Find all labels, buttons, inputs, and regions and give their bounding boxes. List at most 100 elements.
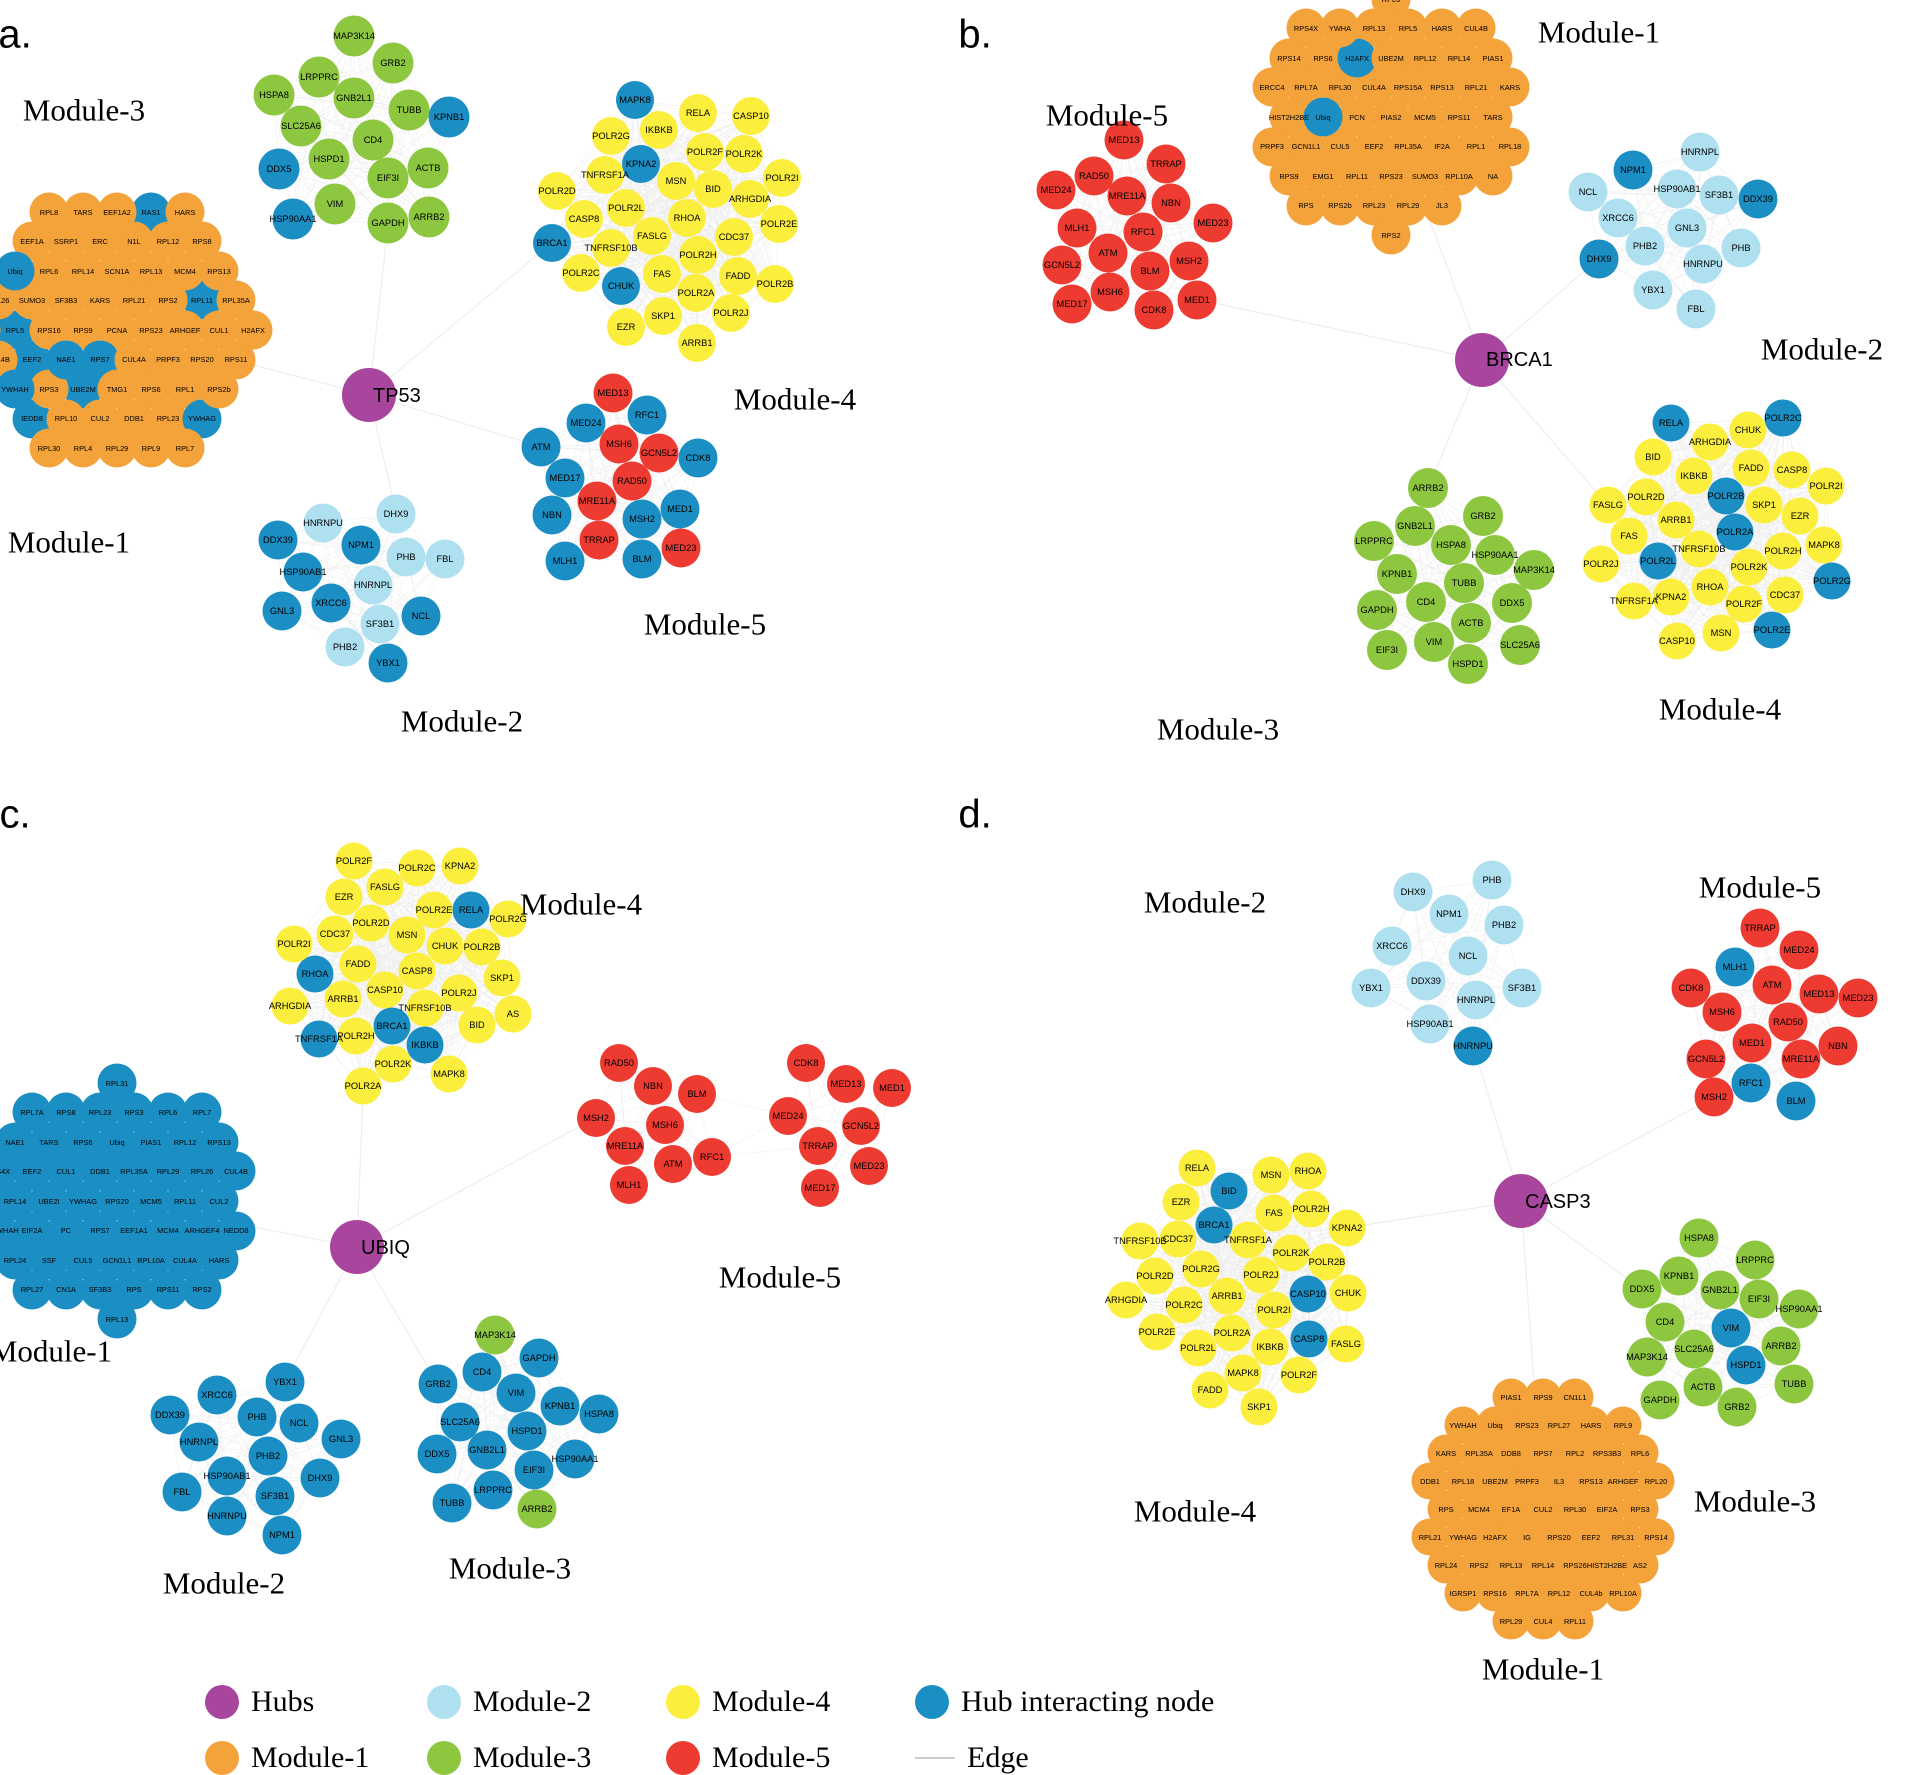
- svg-text:RPL13: RPL13: [140, 267, 163, 276]
- svg-text:RPL7A: RPL7A: [1294, 83, 1317, 92]
- svg-text:DHX9: DHX9: [1401, 887, 1426, 897]
- svg-text:HSPD1: HSPD1: [511, 1426, 542, 1436]
- svg-text:IG: IG: [1523, 1533, 1531, 1542]
- svg-text:Ubiq: Ubiq: [1487, 1421, 1502, 1430]
- svg-text:GAPDH: GAPDH: [1643, 1395, 1676, 1405]
- svg-text:ARHGDIA: ARHGDIA: [1689, 437, 1732, 447]
- svg-text:NPM1: NPM1: [348, 540, 374, 550]
- svg-text:POLR2I: POLR2I: [1257, 1305, 1290, 1315]
- svg-text:CDK8: CDK8: [1142, 305, 1167, 315]
- svg-text:MED17: MED17: [1056, 299, 1087, 309]
- svg-text:RHOA: RHOA: [1295, 1166, 1323, 1176]
- svg-text:MED13: MED13: [1108, 135, 1139, 145]
- svg-text:RPS2b: RPS2b: [1328, 201, 1351, 210]
- svg-text:EZR: EZR: [335, 892, 354, 902]
- svg-text:GRB2: GRB2: [380, 58, 405, 68]
- svg-text:RFC1: RFC1: [1131, 227, 1155, 237]
- svg-text:RPL6: RPL6: [159, 1108, 178, 1117]
- svg-text:DDB8: DDB8: [1501, 1449, 1521, 1458]
- svg-text:HARS: HARS: [1432, 24, 1453, 33]
- svg-text:PHB: PHB: [1731, 243, 1750, 253]
- svg-text:POLR2J: POLR2J: [1583, 559, 1618, 569]
- svg-text:GCN5L2: GCN5L2: [641, 448, 677, 458]
- svg-text:ARRB2: ARRB2: [1765, 1341, 1796, 1351]
- svg-text:SF3B1: SF3B1: [1705, 190, 1733, 200]
- svg-text:RPL7: RPL7: [193, 1108, 212, 1117]
- svg-text:CHUK: CHUK: [432, 941, 459, 951]
- svg-text:MED24: MED24: [570, 418, 601, 428]
- svg-text:KPNB1: KPNB1: [545, 1401, 576, 1411]
- svg-text:KPNA2: KPNA2: [626, 159, 657, 169]
- svg-text:MRE11A: MRE11A: [1109, 191, 1146, 201]
- svg-text:POLR2F: POLR2F: [687, 147, 723, 157]
- svg-text:BLM: BLM: [687, 1089, 706, 1099]
- svg-text:RPL2: RPL2: [1566, 1449, 1585, 1458]
- svg-text:RPL12: RPL12: [1548, 1589, 1571, 1598]
- svg-text:MRE11A: MRE11A: [579, 496, 616, 506]
- svg-text:MSN: MSN: [1261, 1170, 1282, 1180]
- svg-text:ATM: ATM: [1763, 980, 1782, 990]
- svg-text:ARRB2: ARRB2: [1412, 483, 1443, 493]
- svg-text:RAS1: RAS1: [141, 208, 160, 217]
- svg-text:PHB: PHB: [396, 552, 415, 562]
- svg-text:MED24: MED24: [1040, 185, 1071, 195]
- svg-text:BRCA1: BRCA1: [536, 238, 567, 248]
- svg-text:PHB: PHB: [1482, 875, 1501, 885]
- svg-text:MED1: MED1: [1739, 1038, 1765, 1048]
- svg-text:RPL7A: RPL7A: [20, 1108, 43, 1117]
- svg-text:DDX39: DDX39: [263, 535, 293, 545]
- svg-text:HSP90AA1: HSP90AA1: [269, 214, 316, 224]
- svg-text:DDB1: DDB1: [124, 414, 144, 423]
- svg-text:GCN5L2: GCN5L2: [1688, 1054, 1724, 1064]
- svg-text:RPL20: RPL20: [1645, 1477, 1668, 1486]
- svg-text:TNFRSF10B: TNFRSF10B: [1113, 1236, 1166, 1246]
- svg-text:ARRB2: ARRB2: [413, 212, 444, 222]
- svg-text:TARS: TARS: [73, 208, 92, 217]
- svg-text:KPNA2: KPNA2: [445, 861, 476, 871]
- svg-text:RPS23: RPS23: [1379, 172, 1402, 181]
- svg-text:YWHAH: YWHAH: [1, 385, 29, 394]
- svg-text:VIM: VIM: [508, 1388, 525, 1398]
- svg-text:MED17: MED17: [804, 1183, 835, 1193]
- svg-text:TMG1: TMG1: [107, 385, 128, 394]
- svg-text:EEF2: EEF2: [1365, 142, 1383, 151]
- svg-text:RPL14: RPL14: [4, 1197, 27, 1206]
- svg-text:CUL4B: CUL4B: [1464, 24, 1488, 33]
- svg-text:SLC25A6: SLC25A6: [1500, 640, 1540, 650]
- svg-text:POLR2B: POLR2B: [464, 942, 501, 952]
- svg-text:EEF1A2: EEF1A2: [103, 208, 131, 217]
- svg-text:RPL21: RPL21: [1419, 1533, 1442, 1542]
- svg-text:MCM5: MCM5: [1414, 113, 1436, 122]
- svg-text:CUL5: CUL5: [74, 1256, 93, 1265]
- svg-text:MAPK8: MAPK8: [619, 95, 651, 105]
- svg-text:ATM: ATM: [1099, 248, 1118, 258]
- svg-text:RPL23: RPL23: [1363, 201, 1386, 210]
- svg-text:YBX1: YBX1: [273, 1377, 297, 1387]
- svg-text:TNFRSF10B: TNFRSF10B: [398, 1003, 451, 1013]
- svg-text:MED13: MED13: [830, 1079, 861, 1089]
- svg-text:HIST2H2BE: HIST2H2BE: [1587, 1561, 1627, 1570]
- svg-text:BRCA1: BRCA1: [376, 1021, 407, 1031]
- svg-text:RFC1: RFC1: [1739, 1078, 1763, 1088]
- svg-text:CUL4B: CUL4B: [0, 355, 10, 364]
- svg-text:EEF2: EEF2: [23, 1167, 41, 1176]
- svg-text:PRPF3: PRPF3: [156, 355, 180, 364]
- svg-text:RPL24: RPL24: [1435, 1561, 1458, 1570]
- svg-text:RPS20: RPS20: [190, 355, 213, 364]
- svg-text:RPL31: RPL31: [106, 1079, 129, 1088]
- svg-text:POLR2H: POLR2H: [1764, 546, 1801, 556]
- svg-text:RPS2: RPS2: [1469, 1561, 1488, 1570]
- svg-text:HSP90AA1: HSP90AA1: [1775, 1304, 1822, 1314]
- svg-text:DDB1: DDB1: [1420, 1477, 1440, 1486]
- svg-text:ARRB1: ARRB1: [327, 994, 358, 1004]
- svg-text:RPL23: RPL23: [157, 414, 180, 423]
- svg-text:NBN: NBN: [643, 1081, 663, 1091]
- svg-text:NCL: NCL: [412, 611, 431, 621]
- svg-text:RPL10A: RPL10A: [137, 1256, 165, 1265]
- svg-text:MED13: MED13: [1803, 989, 1834, 999]
- svg-text:EIF2A: EIF2A: [1597, 1505, 1618, 1514]
- svg-text:AS2: AS2: [1633, 1561, 1647, 1570]
- svg-text:CDC37: CDC37: [719, 232, 749, 242]
- svg-text:POLR2A: POLR2A: [678, 288, 715, 298]
- svg-text:UBIQ: UBIQ: [361, 1237, 410, 1259]
